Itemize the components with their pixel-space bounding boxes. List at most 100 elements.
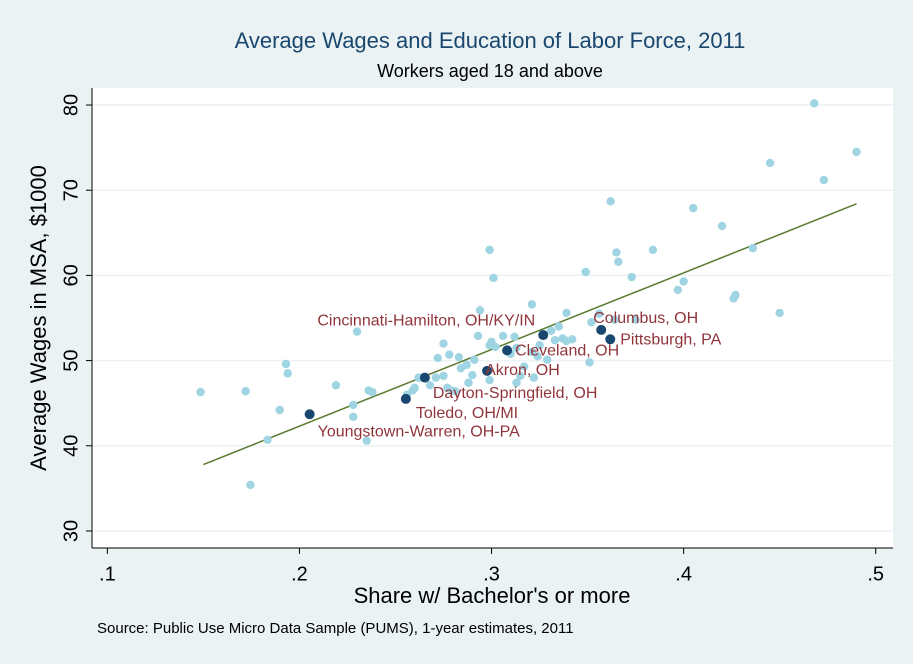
point	[729, 294, 738, 303]
point-label: Dayton-Springfield, OH	[433, 385, 598, 402]
point	[491, 342, 500, 352]
point	[585, 358, 594, 367]
point	[489, 273, 498, 283]
point	[433, 353, 442, 363]
point	[610, 315, 619, 324]
point	[462, 360, 471, 370]
point	[673, 285, 683, 295]
point	[510, 332, 519, 341]
point	[475, 306, 485, 315]
point-label: Akron, OH	[485, 362, 560, 379]
y-tick-label: 40	[60, 435, 82, 457]
point	[614, 257, 623, 266]
point	[550, 335, 560, 345]
point	[445, 350, 454, 359]
point	[362, 436, 371, 445]
highlight-point	[502, 345, 513, 356]
point	[512, 378, 521, 387]
point	[241, 387, 250, 396]
point	[562, 308, 571, 318]
point-label: Cleveland, OH	[515, 343, 619, 360]
point-label: Columbus, OH	[593, 310, 698, 327]
point-label: Pittsburgh, PA	[620, 332, 721, 349]
point	[283, 369, 292, 378]
point	[527, 347, 537, 357]
highlight-point	[538, 330, 549, 341]
x-tick-label: .4	[675, 563, 692, 585]
highlight-point	[400, 393, 411, 404]
point-label: Cincinnati-Hamilton, OH/KY/IN	[317, 312, 535, 329]
point	[587, 318, 596, 327]
point	[612, 248, 621, 257]
x-tick-label: .5	[867, 563, 884, 585]
highlight-point	[482, 365, 493, 376]
point	[473, 331, 483, 341]
point	[410, 383, 419, 393]
point	[631, 315, 640, 324]
point	[546, 326, 556, 335]
point	[535, 341, 544, 350]
point	[648, 245, 658, 255]
point	[352, 327, 362, 336]
point	[468, 370, 477, 380]
point	[606, 197, 615, 206]
point	[512, 343, 521, 353]
point	[819, 175, 829, 185]
point	[543, 355, 552, 364]
point	[775, 308, 784, 318]
y-tick-label: 50	[60, 349, 82, 371]
point	[554, 322, 563, 331]
point	[349, 400, 358, 410]
highlight-point	[304, 409, 315, 420]
y-tick-label: 80	[60, 94, 82, 116]
point	[529, 373, 538, 382]
point	[425, 381, 435, 390]
point	[196, 387, 205, 397]
y-axis-label: Average Wages in MSA, $1000	[26, 165, 51, 471]
point	[516, 371, 525, 381]
point	[349, 412, 358, 422]
y-tick-label: 70	[60, 179, 82, 201]
point	[275, 405, 284, 415]
point	[717, 221, 727, 231]
point	[439, 339, 448, 348]
point	[470, 355, 479, 364]
fit-line	[203, 203, 857, 466]
point	[485, 375, 494, 385]
highlight-point	[419, 372, 430, 383]
point	[810, 99, 819, 108]
chart-subtitle: Workers aged 18 and above	[377, 61, 603, 81]
point	[594, 309, 604, 318]
x-tick-label: .3	[483, 563, 500, 585]
x-tick-label: .1	[99, 563, 116, 585]
point	[450, 387, 460, 396]
point	[568, 335, 577, 344]
point	[679, 277, 688, 286]
point	[281, 359, 291, 369]
y-tick-label: 30	[60, 520, 82, 542]
point	[533, 352, 542, 361]
point	[581, 267, 590, 277]
point	[765, 158, 775, 168]
point	[431, 373, 441, 382]
point-label: Toledo, OH/MI	[416, 405, 518, 422]
point	[627, 272, 636, 282]
x-axis-label: Share w/ Bachelor's or more	[354, 583, 631, 608]
point	[263, 435, 272, 445]
point	[519, 362, 529, 371]
x-tick-label: .2	[291, 563, 308, 585]
plot-area	[92, 88, 893, 548]
point	[689, 203, 698, 213]
source-note: Source: Public Use Micro Data Sample (PU…	[97, 620, 574, 637]
highlight-point	[596, 324, 607, 335]
point-label: Youngstown-Warren, OH-PA	[318, 423, 520, 440]
point	[368, 387, 377, 397]
point	[852, 147, 861, 157]
y-tick-label: 60	[60, 264, 82, 286]
point	[748, 243, 757, 253]
point	[527, 300, 537, 309]
highlight-point	[605, 334, 616, 345]
point	[454, 352, 464, 362]
point	[464, 378, 473, 387]
